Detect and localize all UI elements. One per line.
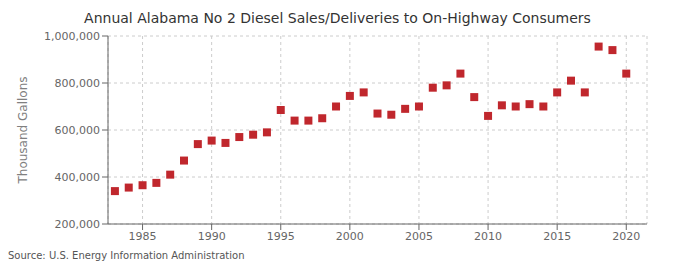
svg-text:Thousand Gallons: Thousand Gallons: [16, 76, 30, 184]
svg-text:2020: 2020: [612, 230, 640, 243]
svg-text:400,000: 400,000: [55, 171, 101, 184]
svg-text:2010: 2010: [474, 230, 502, 243]
svg-text:200,000: 200,000: [55, 218, 101, 231]
svg-text:2005: 2005: [405, 230, 433, 243]
svg-text:1985: 1985: [129, 230, 157, 243]
html-text:Annual Alabama No 2 Diesel Sal: Annual Alabama No 2 Diesel Sales/Deliver…: [84, 10, 591, 26]
svg-text:1995: 1995: [267, 230, 295, 243]
svg-text:800,000: 800,000: [55, 77, 101, 90]
svg-text:2015: 2015: [543, 230, 571, 243]
svg-text:1,000,000: 1,000,000: [44, 30, 100, 43]
svg-text:1990: 1990: [198, 230, 226, 243]
svg-text:600,000: 600,000: [55, 124, 101, 137]
svg-text:2000: 2000: [336, 230, 364, 243]
html-text:Source: U.S. Energy Informatio: Source: U.S. Energy Information Administ…: [8, 250, 245, 261]
